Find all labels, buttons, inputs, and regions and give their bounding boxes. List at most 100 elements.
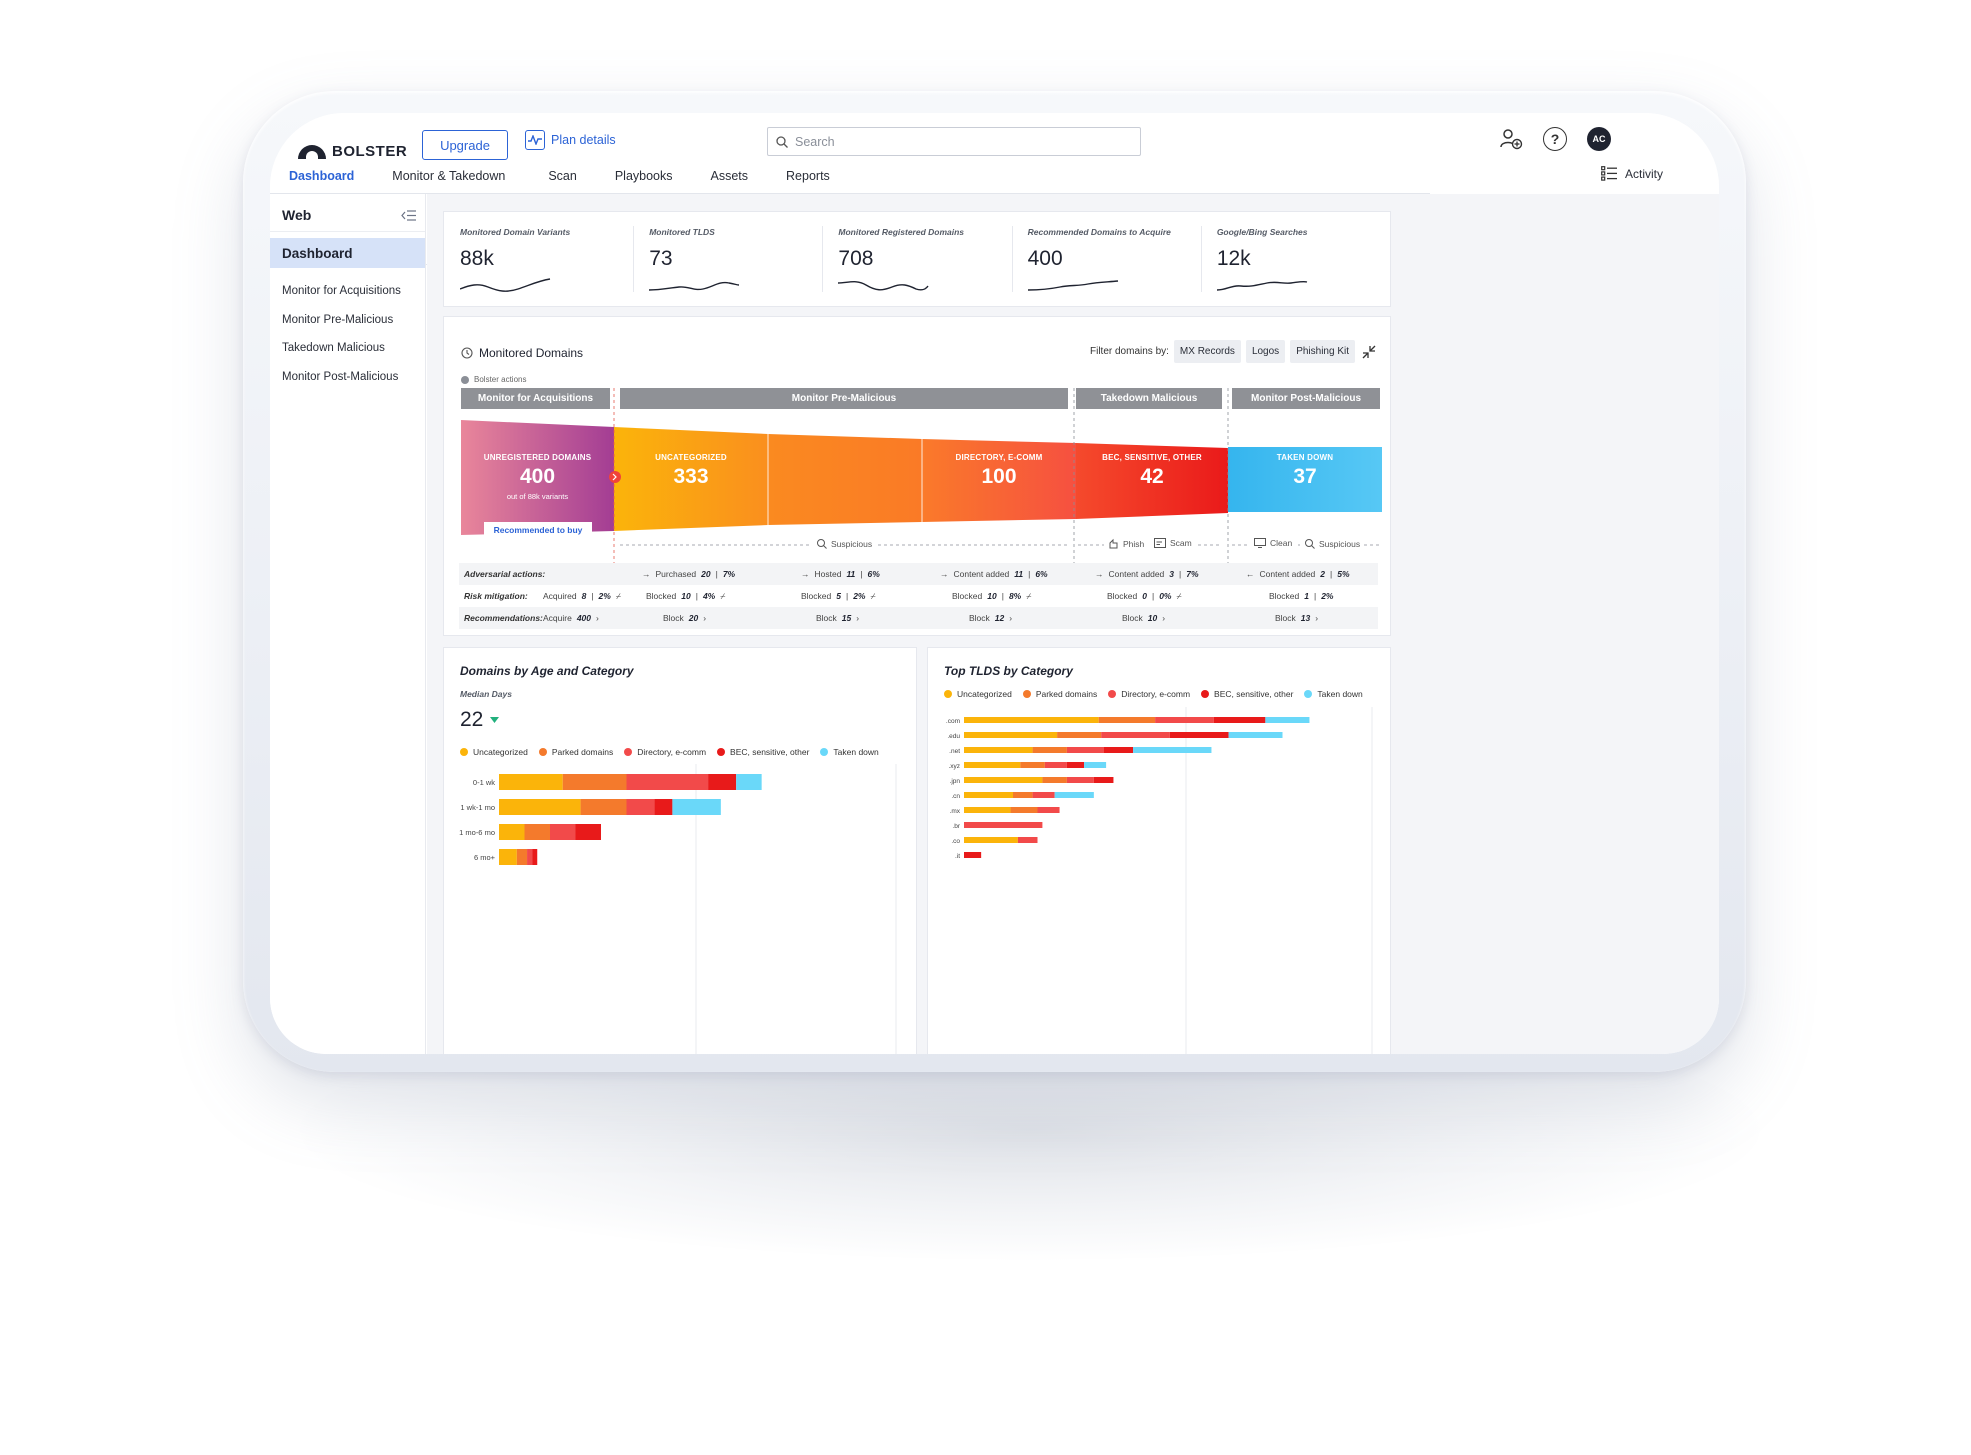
sparkline <box>1027 280 1118 291</box>
help-icon[interactable]: ? <box>1543 127 1567 151</box>
recommend-block-link[interactable]: Block 12 › <box>969 613 1013 623</box>
panel-title-text: Monitored Domains <box>479 346 584 360</box>
funnel-label-unregistered[interactable]: UNREGISTERED DOMAINS 400 out of 88k vari… <box>461 453 614 501</box>
recommend-block-link[interactable]: Block 15 › <box>816 613 860 623</box>
note-label: Clean <box>1270 538 1293 548</box>
brand-logo[interactable]: BOLSTER <box>298 143 407 160</box>
tab-monitor-takedown[interactable]: Monitor & Takedown <box>392 169 506 183</box>
row-label: Risk mitigation: <box>464 591 528 601</box>
trend-down-icon <box>490 717 500 723</box>
bar-segment <box>580 799 627 815</box>
metric-cell: → Content added 3 | 7% <box>1095 569 1199 579</box>
bar-segment <box>1228 732 1283 738</box>
segment-caption: TAKEN DOWN <box>1276 453 1334 462</box>
filter-chip-mx-records[interactable]: MX Records <box>1173 340 1241 363</box>
bar-segment <box>964 777 1043 783</box>
kpi-card[interactable]: Recommended Domains to Acquire 400 <box>1011 212 1201 306</box>
bar-segment <box>1093 777 1114 783</box>
tablet-screen: BOLSTER Upgrade Plan details <box>270 113 1719 1054</box>
kpi-label: Monitored Domain Variants <box>460 227 571 237</box>
tld-stacked-bar-chart: .com .edu .net .xyz .jpn .cn .mx .br .co .it <box>946 707 1373 1054</box>
activity-button[interactable]: Activity <box>1601 166 1663 181</box>
avatar[interactable]: AC <box>1587 127 1611 151</box>
recommend-block-link[interactable]: Block 13 › <box>1275 613 1319 623</box>
bar-segment <box>672 799 721 815</box>
note-clean: Clean <box>1250 538 1297 548</box>
bar-segment <box>1044 762 1067 768</box>
metric-cell: → Purchased 20 | 7% <box>642 569 736 579</box>
metric-cell: Blocked 10 | 4% ⌿ <box>646 590 726 602</box>
kpi-card[interactable]: Monitored Registered Domains 708 <box>822 212 1011 306</box>
bar-segment <box>1057 732 1102 738</box>
sidebar-item-dashboard[interactable]: Dashboard <box>270 238 425 268</box>
recommend-acquire-link[interactable]: Acquire 400 › <box>543 613 599 623</box>
bar-segment <box>1010 807 1038 813</box>
tab-dashboard[interactable]: Dashboard <box>270 163 373 195</box>
bar-segment <box>626 774 709 790</box>
kpi-card[interactable]: Monitored TLDS 73 <box>633 212 822 306</box>
funnel-label-uncategorized[interactable]: UNCATEGORIZED 333 <box>614 453 768 489</box>
search-input[interactable] <box>795 134 1115 149</box>
tick-label: .com <box>946 718 960 725</box>
sidebar-item-monitor-pre-malicious[interactable]: Monitor Pre-Malicious <box>282 313 394 326</box>
add-user-icon[interactable] <box>1499 127 1523 151</box>
note-label: Phish <box>1123 538 1145 549</box>
segment-caption: UNCATEGORIZED <box>655 453 727 462</box>
search-box[interactable] <box>767 127 1141 156</box>
bar-segment <box>654 799 673 815</box>
chart-legend: Uncategorized Parked domains Directory, … <box>944 689 1363 699</box>
filter-label: Filter domains by: <box>1090 346 1169 357</box>
segment-value: 100 <box>981 465 1017 488</box>
sparkline <box>1216 280 1307 291</box>
tab-playbooks[interactable]: Playbooks <box>614 169 673 183</box>
funnel-segment-uncategorized-2 <box>768 434 922 525</box>
scam-icon <box>1154 538 1166 548</box>
kpi-card[interactable]: Google/Bing Searches 12k <box>1200 212 1390 306</box>
filter-chip-logos[interactable]: Logos <box>1245 340 1286 363</box>
tab-scan[interactable]: Scan <box>548 169 577 183</box>
legend-item: BEC, sensitive, other <box>1201 689 1293 699</box>
row-label: Recommendations: <box>464 613 543 623</box>
tablet-frame: BOLSTER Upgrade Plan details <box>243 91 1746 1072</box>
bar-segment <box>527 849 533 865</box>
filter-row: Filter domains by: MX Records Logos Phis… <box>1090 340 1378 363</box>
bar-segment <box>1037 807 1060 813</box>
upgrade-button[interactable]: Upgrade <box>422 130 508 160</box>
funnel-label-bec[interactable]: BEC, SENSITIVE, OTHER 42 <box>1076 453 1228 489</box>
bar-segment <box>708 774 737 790</box>
clock-icon <box>461 347 473 359</box>
collapse-icon[interactable] <box>1360 343 1378 361</box>
recommend-block-link[interactable]: Block 10 › <box>1122 613 1166 623</box>
tick-label: .jpn <box>950 778 961 785</box>
note-label: Suspicious <box>831 538 873 549</box>
kpi-card[interactable]: Monitored Domain Variants 88k <box>444 212 633 306</box>
funnel-label-directory[interactable]: DIRECTORY, E-COMM 100 <box>922 453 1076 489</box>
funnel-label-taken-down[interactable]: TAKEN DOWN 37 <box>1228 453 1382 489</box>
sidebar-item-takedown-malicious[interactable]: Takedown Malicious <box>282 342 385 355</box>
funnel-segment-bec <box>1076 443 1228 519</box>
sidebar-item-monitor-acquisitions[interactable]: Monitor for Acquisitions <box>282 285 401 298</box>
tick-label: .mx <box>950 808 961 815</box>
tick-label: 0-1 wk <box>473 778 495 787</box>
filter-chip-phishing-kit[interactable]: Phishing Kit <box>1290 340 1355 363</box>
recommend-block-link[interactable]: Block 20 › <box>663 613 707 623</box>
tab-assets[interactable]: Assets <box>710 169 749 183</box>
bar-segment <box>1103 747 1134 753</box>
bar-segment <box>1155 717 1214 723</box>
metric-cell: ← Content added 2 | 5% <box>1246 569 1350 579</box>
bar-segment <box>1098 717 1156 723</box>
domains-by-age-panel: Domains by Age and Category Median Days … <box>443 647 917 1054</box>
sidebar-item-monitor-post-malicious[interactable]: Monitor Post-Malicious <box>282 370 399 383</box>
legend-item: Directory, e-comm <box>624 747 706 757</box>
segment-caption: UNREGISTERED DOMAINS <box>483 453 592 462</box>
kpi-strip: Monitored Domain Variants 88k Monitored … <box>443 211 1391 307</box>
app: BOLSTER Upgrade Plan details <box>270 113 1719 1054</box>
recommended-to-buy-button[interactable]: Recommended to buy <box>484 522 592 538</box>
bar-segment <box>499 849 517 865</box>
plan-details-link[interactable]: Plan details <box>525 130 616 150</box>
bar-segment <box>1066 747 1104 753</box>
sparkline <box>460 278 551 292</box>
collapse-sidebar-icon[interactable] <box>401 209 416 221</box>
tab-reports[interactable]: Reports <box>786 169 830 183</box>
